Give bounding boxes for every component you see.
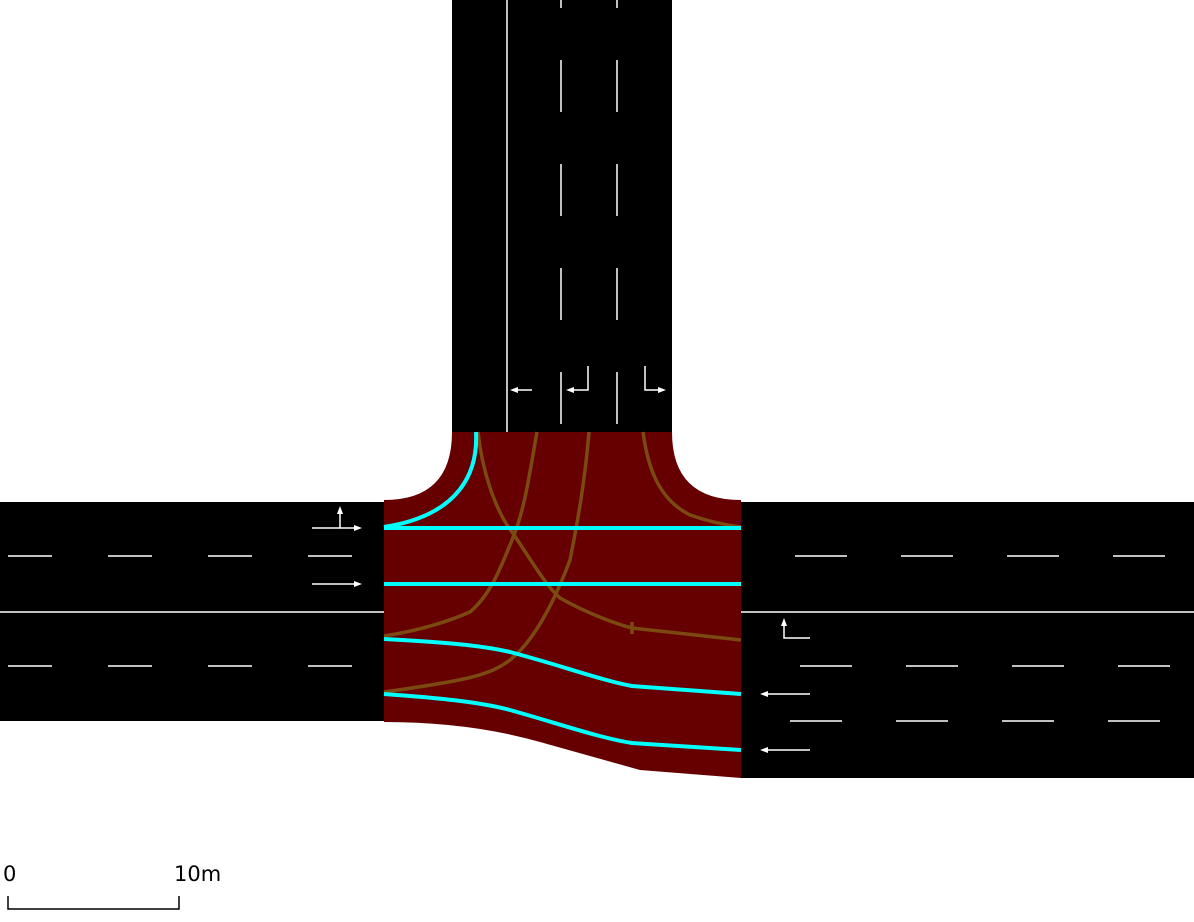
scale-end-label: 10m xyxy=(174,862,222,886)
junction-area xyxy=(384,432,741,778)
scale-bar xyxy=(7,896,180,910)
connection-path xyxy=(383,637,742,696)
scale-start-label: 0 xyxy=(3,862,17,886)
connection-path xyxy=(383,431,591,694)
north-road xyxy=(452,0,672,432)
lane-direction-arrow-icon xyxy=(312,581,362,587)
east-road-markings xyxy=(741,555,1194,722)
north-road-markings xyxy=(506,0,618,432)
connection-path xyxy=(383,692,742,752)
lane-direction-arrow-icon xyxy=(760,747,810,753)
turn-arrow-icon xyxy=(566,366,589,393)
turn-arrow-icon xyxy=(312,506,362,531)
connection-path xyxy=(476,431,742,642)
connection-path xyxy=(641,431,742,529)
lane-direction-arrow-icon xyxy=(760,691,810,697)
minor-connections xyxy=(383,431,742,694)
connection-path xyxy=(383,431,539,638)
major-connections xyxy=(383,431,742,752)
turn-arrow-icon xyxy=(644,366,666,393)
turn-arrow-icon xyxy=(510,387,532,393)
west-road-markings xyxy=(0,555,384,667)
connection-path xyxy=(383,431,479,529)
west-approach-arrows xyxy=(312,506,362,587)
turn-arrow-icon xyxy=(781,618,810,639)
north-approach-arrows xyxy=(510,366,666,393)
east-approach-arrows xyxy=(760,618,810,753)
east-road xyxy=(741,502,1194,778)
